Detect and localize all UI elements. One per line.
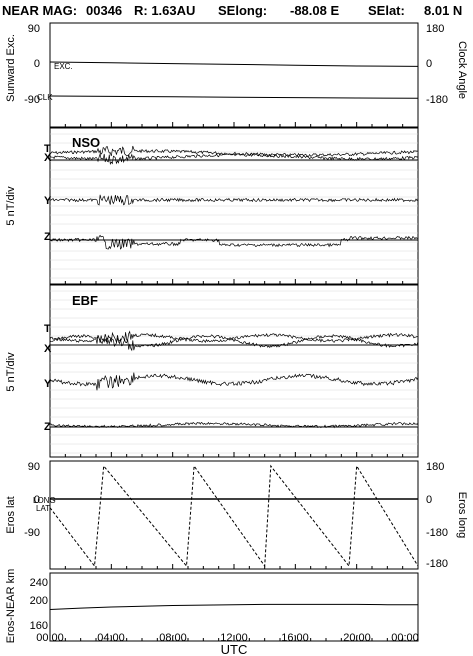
panel-nso: NSO 5 nT/div T X Y Z <box>5 135 419 250</box>
sunward-right-label: Clock Angle <box>456 41 468 99</box>
eros-left-tick-0: 90 <box>28 461 40 473</box>
distance-series <box>49 603 418 610</box>
sunward-right-tick-0: 180 <box>426 23 444 35</box>
sunward-exc-series <box>49 61 419 67</box>
eros-right-tick-2: -180 <box>426 527 448 539</box>
eros-long-series <box>49 464 419 568</box>
ebf-trace-label-x: X <box>44 343 52 355</box>
sunward-right-tick-2: -180 <box>426 94 448 106</box>
x-tick-label-6: 00:00 <box>391 632 419 644</box>
eros-right-tick-3: -180 <box>426 558 448 570</box>
eros-lat-annotation: LAT <box>36 504 50 513</box>
sunward-left-tick-0: 90 <box>28 23 40 35</box>
eros-right-tick-0: 180 <box>426 461 444 473</box>
nso-trace-z <box>49 234 419 250</box>
nso-trace-label-x: X <box>44 152 52 164</box>
eros-long-annotation: LONG <box>33 496 56 505</box>
chart-header: NEAR MAG: 00346 R: 1.63AU SElong: -88.08… <box>2 3 462 18</box>
eros-left-tick-2: -90 <box>24 527 40 539</box>
nso-trace-t <box>49 145 419 157</box>
ebf-ylabel: 5 nT/div <box>5 352 17 392</box>
ebf-trace-label-z: Z <box>44 421 51 433</box>
ebf-trace-y <box>49 372 419 391</box>
nso-trace-label-z: Z <box>44 231 51 243</box>
nso-trace-label-t: T <box>44 143 51 155</box>
header-selong-label: SElong: <box>218 3 267 18</box>
panel-ebf-frame <box>49 284 419 458</box>
ebf-trace-x <box>49 334 419 352</box>
magnetic-grid <box>50 133 418 454</box>
x-axis-label: UTC <box>221 642 248 656</box>
distance-ylabel: Eros-NEAR km <box>5 569 17 644</box>
header-mission: NEAR MAG: <box>2 3 77 18</box>
nso-title: NSO <box>72 135 100 150</box>
distance-left-tick-1: 200 <box>30 595 48 607</box>
panel-eros: 90 0 -90 180 0 -180 -180 Eros lat Eros l… <box>5 461 468 570</box>
sunward-clk-series <box>49 95 419 99</box>
distance-left-tick-2: 160 <box>30 620 48 632</box>
panel-sunward-frame <box>49 22 419 128</box>
sunward-left-label: Sunward Exc. <box>5 34 17 102</box>
nso-ylabel: 5 nT/div <box>5 186 17 226</box>
sunward-exc-annotation: EXC. <box>54 62 73 71</box>
ebf-trace-label-t: T <box>44 323 51 335</box>
eros-right-tick-1: 0 <box>426 494 432 506</box>
sunward-clk-annotation: CLK <box>37 93 53 102</box>
sunward-left-tick-2: -90 <box>24 94 40 106</box>
panel-sunward: 90 0 -90 180 0 -180 Sunward Exc. Clock A… <box>5 23 468 106</box>
ebf-trace-t <box>49 330 419 345</box>
panel-ebf: EBF 5 nT/div T X Y Z <box>5 293 419 433</box>
ebf-trace-label-y: Y <box>44 378 52 390</box>
panel-distance: 240 200 160 Eros-NEAR km <box>5 569 418 644</box>
nso-trace-label-y: Y <box>44 195 52 207</box>
header-selong-value: -88.08 E <box>290 3 339 18</box>
eros-left-label: Eros lat <box>5 496 17 533</box>
header-day: 00346 <box>86 3 122 18</box>
header-selat-value: 8.01 N <box>424 3 462 18</box>
ebf-trace-z <box>49 421 419 429</box>
eros-right-label: Eros long <box>456 492 468 538</box>
panel-eros-frame <box>49 460 419 570</box>
sunward-right-tick-1: 0 <box>426 58 432 70</box>
ebf-title: EBF <box>72 293 98 308</box>
distance-left-tick-0: 240 <box>30 577 48 589</box>
x-tick-marks <box>49 122 419 641</box>
nso-trace-y <box>49 194 419 206</box>
nso-trace-x <box>49 152 419 166</box>
sunward-left-tick-1: 0 <box>34 58 40 70</box>
header-range: R: 1.63AU <box>134 3 195 18</box>
header-selat-label: SElat: <box>368 3 405 18</box>
eros-left-tick-1: 0 <box>34 494 40 506</box>
